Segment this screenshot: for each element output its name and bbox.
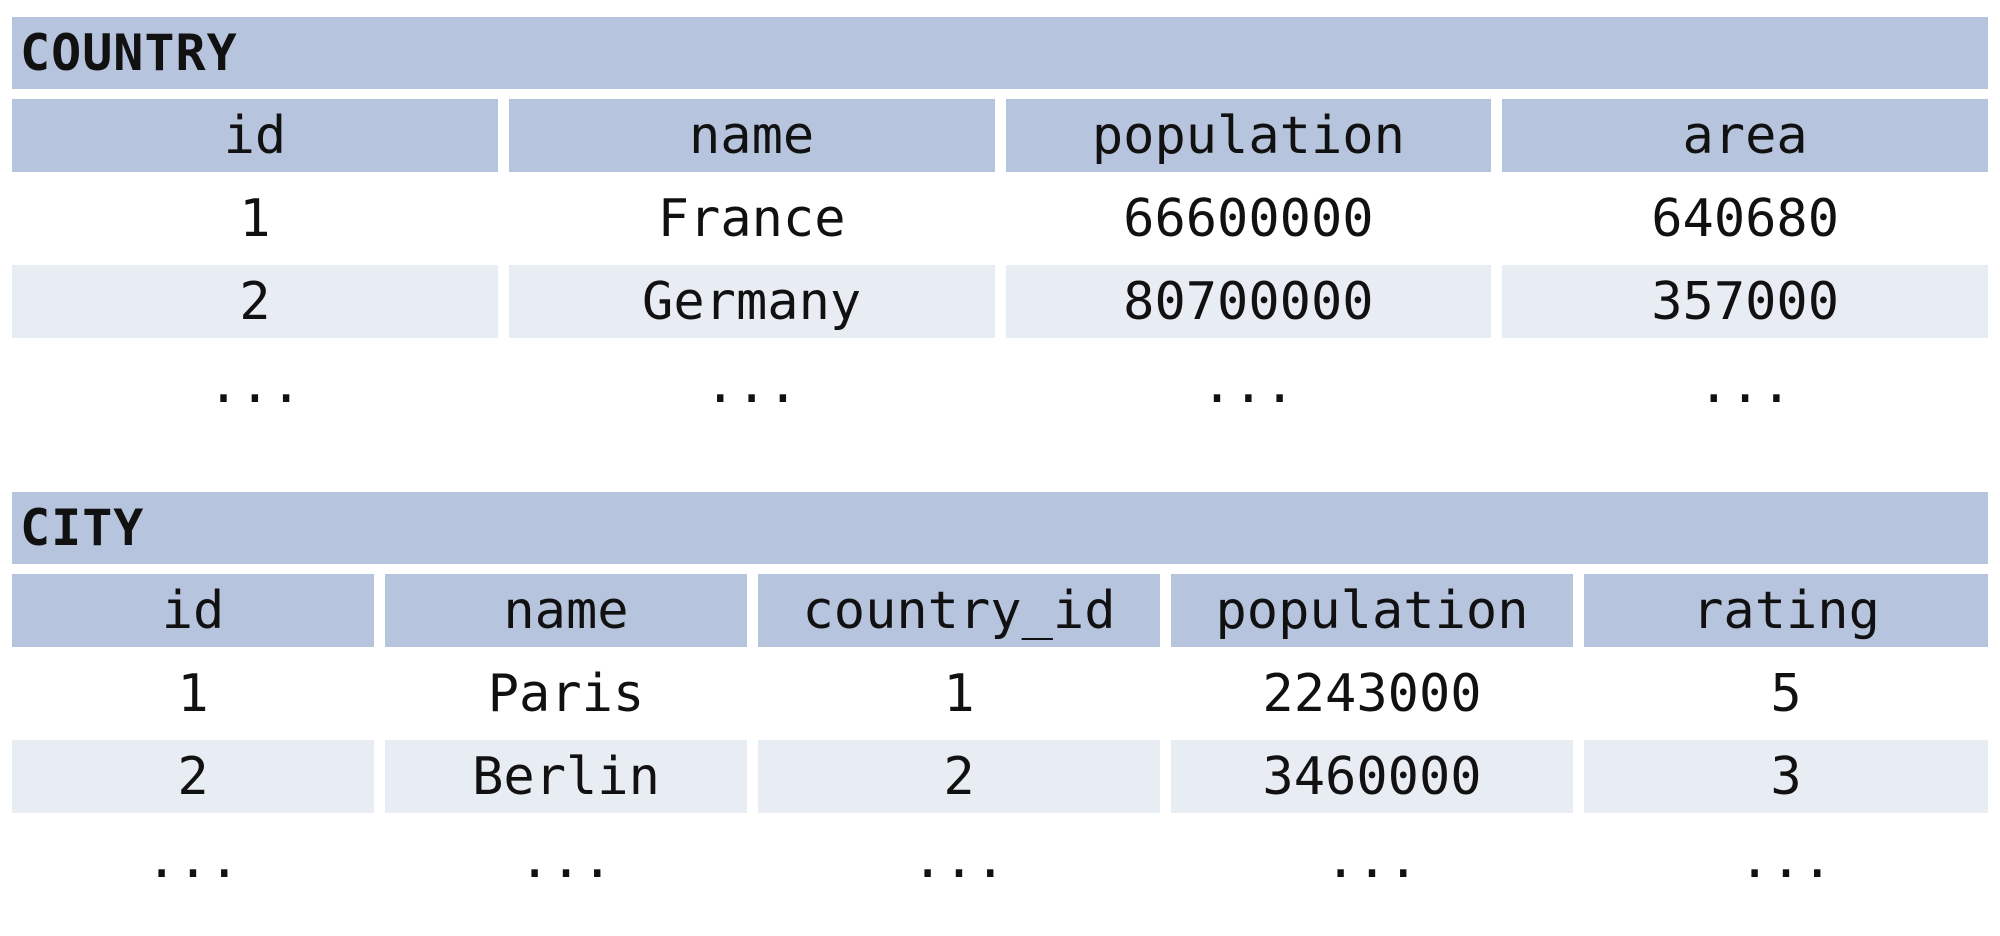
- table-row: 1 Paris 1 2243000 5: [12, 657, 1988, 730]
- city-header-id: id: [12, 574, 374, 647]
- table-cell: 66600000: [1123, 188, 1374, 249]
- table-cell: Berlin: [385, 740, 747, 813]
- city-header-country-id: country_id: [758, 574, 1160, 647]
- country-header-population: population: [1005, 99, 1492, 172]
- table-row: 1 France 66600000 640680: [12, 182, 1988, 255]
- country-table: COUNTRY id name population area 1 France…: [12, 17, 1988, 431]
- city-header-row: id name country_id population rating: [12, 574, 1988, 647]
- table-row: 2 Berlin 2 3460000 3: [12, 740, 1988, 813]
- table-cell: ...: [912, 829, 1006, 890]
- table-cell: 2: [12, 265, 498, 338]
- table-cell: ...: [207, 354, 302, 415]
- country-header-name: name: [508, 99, 995, 172]
- table-cell: 640680: [1651, 188, 1840, 249]
- country-header-id: id: [12, 99, 498, 172]
- table-row-ellipsis: ... ... ... ...: [12, 348, 1988, 421]
- table-cell: 1: [943, 663, 975, 724]
- table-cell: ...: [1325, 829, 1419, 890]
- country-header-row: id name population area: [12, 99, 1988, 172]
- table-cell: ...: [1739, 829, 1833, 890]
- table-row: 2 Germany 80700000 357000: [12, 265, 1988, 338]
- table-cell: ...: [146, 829, 240, 890]
- table-cell: 357000: [1502, 265, 1988, 338]
- table-cell: ...: [519, 829, 613, 890]
- table-cell: Paris: [487, 663, 645, 724]
- country-header-area: area: [1502, 99, 1988, 172]
- city-header-name: name: [385, 574, 747, 647]
- table-cell: Germany: [508, 265, 995, 338]
- table-cell: ...: [1698, 354, 1793, 415]
- city-table: CITY id name country_id population ratin…: [12, 492, 1988, 906]
- table-cell: 5: [1770, 663, 1802, 724]
- table-cell: 80700000: [1005, 265, 1492, 338]
- table-cell: 3: [1584, 740, 1988, 813]
- table-cell: ...: [704, 354, 799, 415]
- table-cell: 1: [239, 188, 271, 249]
- city-header-population: population: [1171, 574, 1573, 647]
- table-row-ellipsis: ... ... ... ... ...: [12, 823, 1988, 896]
- table-cell: 2: [758, 740, 1160, 813]
- city-table-title: CITY: [12, 492, 1988, 564]
- country-table-title: COUNTRY: [12, 17, 1988, 89]
- table-cell: 1: [177, 663, 209, 724]
- table-cell: 2: [12, 740, 374, 813]
- table-cell: 3460000: [1171, 740, 1573, 813]
- table-cell: ...: [1201, 354, 1296, 415]
- city-header-rating: rating: [1584, 574, 1988, 647]
- table-cell: 2243000: [1262, 663, 1482, 724]
- table-cell: France: [657, 188, 846, 249]
